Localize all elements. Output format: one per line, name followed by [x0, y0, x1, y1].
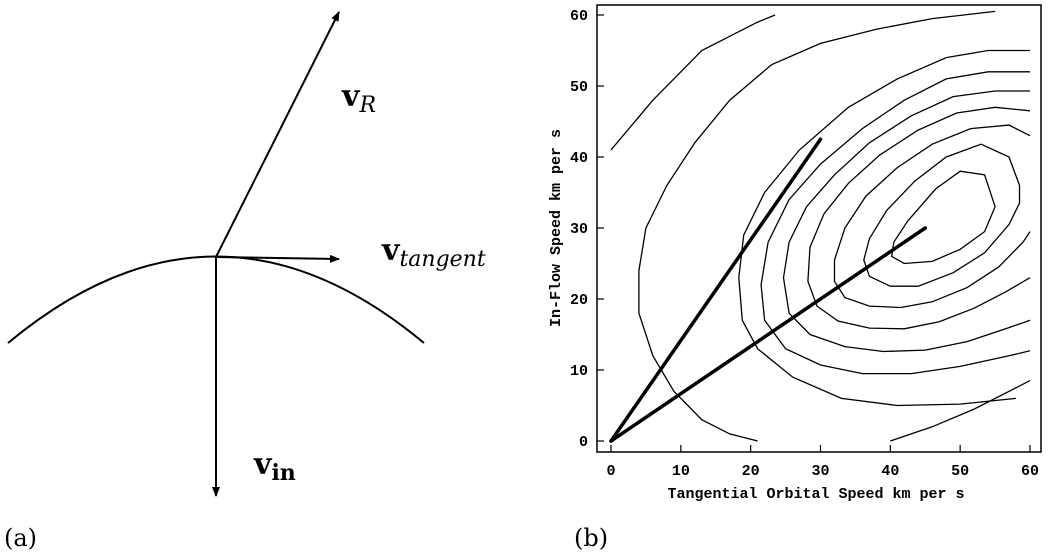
- v-in-main: v: [253, 447, 273, 482]
- v-r-subscript: R: [358, 93, 376, 118]
- contour-line-4: [760, 71, 1031, 375]
- contour-line-8: [863, 143, 1021, 287]
- v-tangent-main: v: [381, 233, 401, 268]
- contours-group: [610, 10, 1031, 442]
- contour-line-1: [638, 10, 996, 442]
- y-tick-label: 50: [570, 79, 588, 96]
- v-tangent-label: vtangent: [381, 233, 486, 272]
- x-tick-label: 50: [951, 463, 969, 480]
- v-tangent-subscript: tangent: [399, 247, 485, 272]
- y-tick-label: 0: [579, 434, 588, 451]
- x-tick-label: 60: [1021, 463, 1039, 480]
- x-tick-label: 20: [742, 463, 760, 480]
- contour-line-10: [890, 380, 1031, 442]
- v-r-label: vR: [341, 79, 376, 118]
- v-in-label: vin: [253, 447, 296, 486]
- v-tangent-arrow: [215, 254, 340, 263]
- contour-line-2: [610, 14, 776, 151]
- bold-line-2: [609, 226, 927, 443]
- v-r-arrow: [215, 11, 340, 258]
- v-in-subscript: in: [271, 460, 295, 486]
- x-tick-label: 10: [672, 463, 690, 480]
- bold-line-1: [609, 137, 823, 443]
- contour-line-5: [782, 90, 1031, 353]
- y-tick-label: 40: [570, 150, 588, 167]
- v-r-main: v: [341, 79, 361, 114]
- contour-line-9: [890, 170, 996, 265]
- panel-a-label: (a): [4, 524, 37, 552]
- x-tick-label: 0: [606, 463, 615, 480]
- panel-b: 0 10 20 30 40 50 60 0 10 20 30 40 50 60 Tangential O…: [548, 4, 1042, 552]
- x-axis-label: Tangential Orbital Speed km per s: [667, 486, 964, 503]
- x-tick-label: 30: [811, 463, 829, 480]
- y-tick-label: 30: [570, 221, 588, 238]
- y-axis-label: In-Flow Speed km per s: [548, 129, 565, 327]
- x-ticks-group: 0 10 20 30 40 50 60: [606, 445, 1039, 480]
- y-ticks-group: 0 10 20 30 40 50 60: [570, 8, 604, 451]
- contour-line-6: [807, 106, 1031, 330]
- y-tick-label: 20: [570, 292, 588, 309]
- x-tick-label: 40: [881, 463, 899, 480]
- bold-lines-group: [609, 137, 927, 443]
- panel-a: vR vtangent vin (a): [4, 11, 486, 552]
- y-tick-label: 60: [570, 8, 588, 25]
- plot-frame: [596, 4, 1042, 453]
- panel-b-label: (b): [574, 524, 608, 552]
- y-tick-label: 10: [570, 363, 588, 380]
- contour-line-7: [833, 124, 1031, 309]
